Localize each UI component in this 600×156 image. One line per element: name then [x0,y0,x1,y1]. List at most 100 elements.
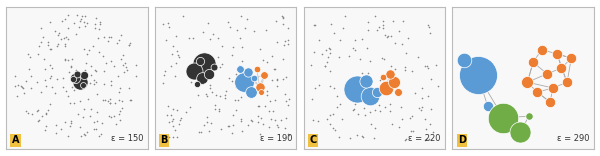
Point [314,39,324,41]
Point [283,39,292,41]
Point [235,65,244,67]
Point [33,109,43,112]
Point [278,78,288,80]
Point [98,55,107,58]
Point [131,64,141,66]
Point [349,90,358,92]
Point [158,138,168,140]
Point [67,120,76,122]
Point [344,55,354,57]
Point [365,111,374,114]
Point [357,134,367,137]
Point [203,22,212,24]
Point [385,73,395,75]
Point [91,127,101,130]
Point [261,74,271,76]
Point [95,21,105,23]
Point [168,45,178,48]
Point [172,50,182,52]
Point [205,68,215,70]
Point [67,86,77,88]
Point [523,81,532,83]
Point [338,26,347,29]
Point [310,87,320,89]
Point [533,91,542,93]
Point [235,36,245,39]
Point [17,85,26,87]
Point [255,85,265,88]
Point [258,59,268,61]
Point [321,48,331,51]
Point [64,14,73,16]
Point [121,62,130,65]
Point [227,80,237,83]
Point [252,68,262,71]
Point [86,65,96,68]
Point [198,31,208,33]
Point [40,129,50,132]
Point [259,74,269,76]
Point [193,73,203,75]
Point [67,65,76,68]
Point [420,139,430,141]
Point [116,34,126,36]
Point [190,70,199,72]
Point [211,93,221,96]
Point [163,114,172,116]
Point [36,41,46,43]
Point [243,124,253,127]
Point [246,118,256,121]
Point [118,63,128,66]
Point [69,89,79,91]
Point [355,57,364,60]
Point [100,83,109,85]
Point [69,102,79,105]
Point [236,96,245,99]
Point [106,36,115,38]
Text: ε = 220: ε = 220 [409,134,441,143]
Point [238,129,247,132]
Point [215,95,225,98]
Point [63,95,73,98]
Point [41,112,51,114]
Point [105,101,115,104]
Point [41,85,51,87]
Point [53,34,63,36]
Point [262,61,272,64]
Point [45,47,55,50]
Point [264,126,274,128]
Point [25,55,35,58]
Point [170,75,180,78]
Point [202,116,211,119]
Point [378,24,388,26]
Point [73,113,83,115]
Point [272,124,281,127]
Point [329,32,338,35]
Point [100,36,109,38]
Point [210,104,220,106]
Point [80,134,89,136]
Point [23,53,32,55]
Point [425,31,435,34]
Text: A: A [11,135,19,145]
Point [545,101,555,103]
Point [398,43,407,46]
Point [397,117,407,120]
Point [278,23,287,26]
Point [164,121,174,123]
Point [266,117,275,120]
Point [61,58,70,61]
Point [221,90,231,93]
Point [77,71,87,74]
Text: B: B [160,135,168,145]
Point [398,20,407,22]
Point [53,78,62,81]
Point [119,71,128,73]
Point [86,115,95,118]
Point [158,82,168,84]
Point [80,76,90,78]
Point [110,101,119,104]
Point [284,27,293,29]
Point [431,64,441,66]
Point [418,97,427,99]
